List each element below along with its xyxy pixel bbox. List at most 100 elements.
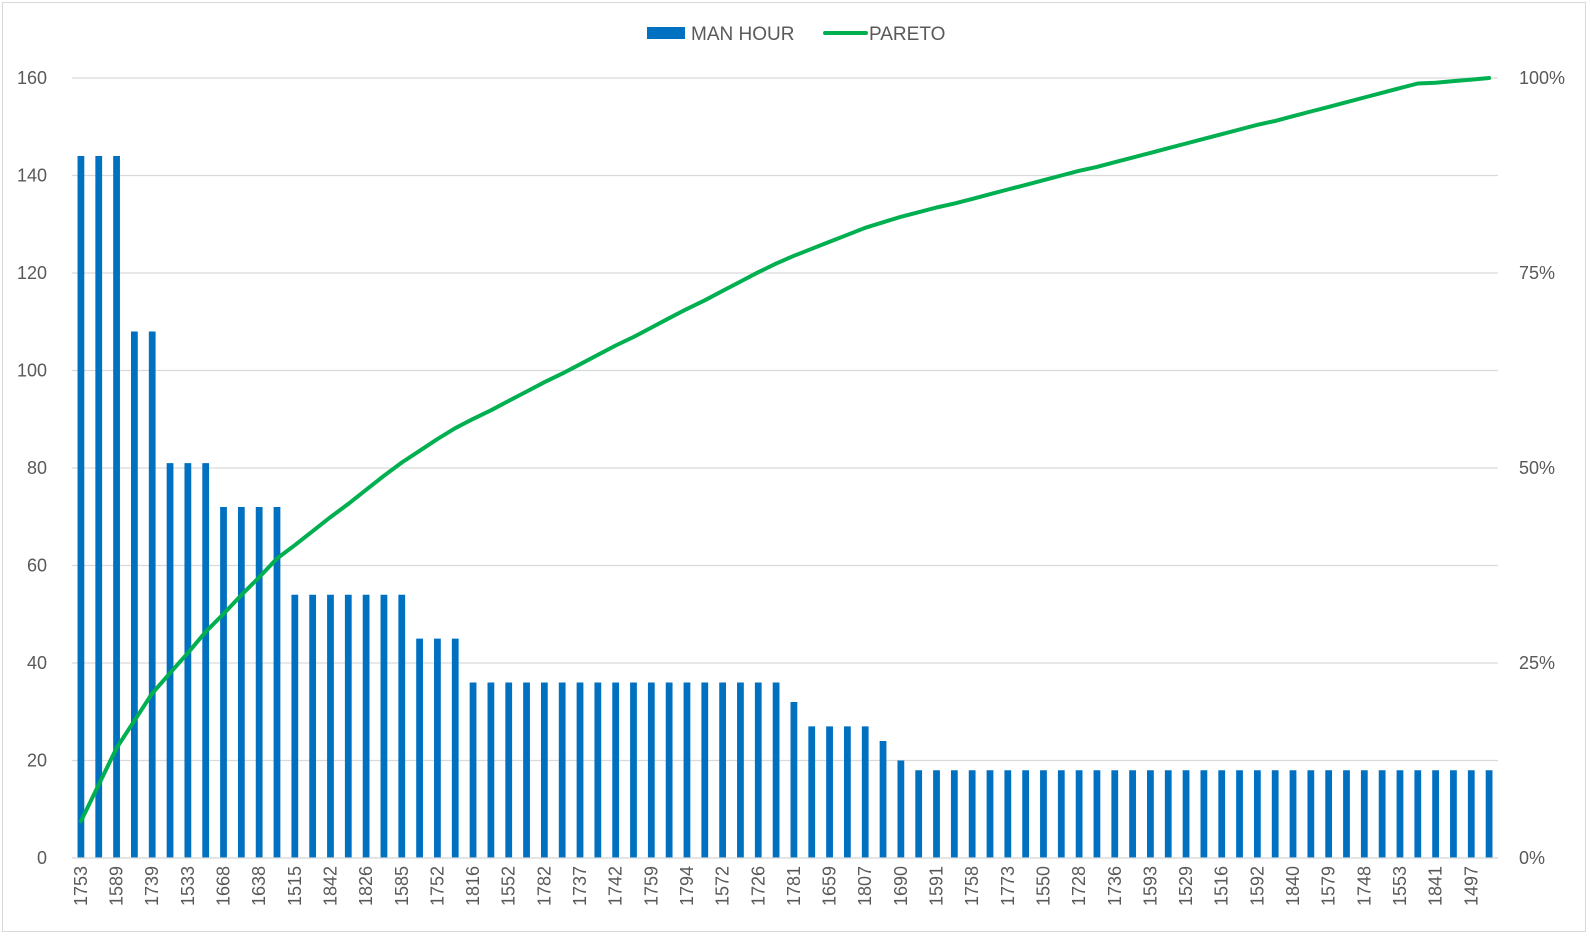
x-tick-label: 1533 bbox=[178, 866, 198, 906]
x-axis: 1753 1589 1739 1533 1668 1638 1515 1842 1826 1585… bbox=[71, 857, 1498, 906]
bar bbox=[897, 760, 905, 858]
x-tick-label: 1840 bbox=[1283, 866, 1303, 906]
bar bbox=[1378, 770, 1386, 858]
x-tick-label: 1739 bbox=[142, 866, 162, 906]
bar bbox=[844, 726, 851, 858]
bar bbox=[719, 682, 726, 858]
x-tick-label: 1515 bbox=[285, 866, 305, 906]
y-tick-label: 60 bbox=[27, 556, 47, 576]
bar bbox=[1485, 770, 1493, 858]
bar bbox=[469, 682, 477, 858]
x-tick-label: 1593 bbox=[1140, 866, 1160, 906]
bar bbox=[1022, 770, 1030, 858]
secondary-y-axis: 0% 25% 50% 75% 100% bbox=[1519, 68, 1565, 868]
bar bbox=[1307, 770, 1315, 858]
bar bbox=[950, 770, 958, 858]
bar bbox=[416, 638, 423, 858]
x-tick-label: 1782 bbox=[534, 866, 554, 906]
bar bbox=[95, 156, 103, 858]
x-tick-label: 1585 bbox=[392, 866, 412, 906]
bar bbox=[737, 682, 744, 858]
bar bbox=[772, 682, 780, 858]
x-tick-label: 1668 bbox=[214, 866, 234, 906]
y-tick-label: 40 bbox=[27, 653, 47, 673]
bar bbox=[166, 463, 174, 858]
bar bbox=[1111, 770, 1119, 858]
x-tick-label: 1550 bbox=[1033, 866, 1053, 906]
x-tick-label: 1497 bbox=[1461, 866, 1481, 906]
x-tick-label: 1589 bbox=[107, 866, 127, 906]
x-tick-label: 1742 bbox=[606, 866, 626, 906]
legend: MAN HOUR PARETO bbox=[647, 24, 945, 45]
bar bbox=[327, 594, 334, 858]
pareto-line-series bbox=[78, 76, 1492, 824]
bar bbox=[1271, 770, 1279, 858]
legend-label-man-hour: MAN HOUR bbox=[691, 24, 794, 45]
bar bbox=[362, 594, 370, 858]
x-tick-label: 1758 bbox=[962, 866, 982, 906]
bar bbox=[1147, 770, 1154, 858]
x-tick-label: 1773 bbox=[998, 866, 1018, 906]
x-tick-label: 1807 bbox=[855, 866, 875, 906]
bar bbox=[1057, 770, 1065, 858]
x-tick-label: 1572 bbox=[713, 866, 733, 906]
bar bbox=[184, 463, 192, 858]
bar bbox=[826, 726, 833, 858]
bar bbox=[558, 682, 566, 858]
gridlines bbox=[72, 77, 1498, 859]
bar bbox=[1075, 770, 1083, 858]
x-tick-label: 1794 bbox=[677, 866, 697, 906]
x-tick-label: 1579 bbox=[1319, 866, 1339, 906]
bar bbox=[968, 770, 976, 858]
primary-y-axis: 0 20 40 60 80 100 120 140 160 bbox=[17, 68, 47, 868]
x-tick-label: 1516 bbox=[1212, 866, 1232, 906]
bar bbox=[915, 770, 923, 858]
bar bbox=[1236, 770, 1243, 858]
bar bbox=[1040, 770, 1047, 858]
y2-tick-label: 100% bbox=[1519, 68, 1565, 88]
bar bbox=[1218, 770, 1226, 858]
y-tick-label: 140 bbox=[17, 166, 47, 186]
bar bbox=[701, 682, 709, 858]
legend-label-pareto: PARETO bbox=[869, 24, 945, 45]
bar bbox=[220, 507, 227, 858]
x-tick-label: 1659 bbox=[820, 866, 840, 906]
bar bbox=[594, 682, 602, 858]
bar bbox=[683, 682, 691, 858]
pareto-line bbox=[78, 76, 1492, 824]
x-tick-label: 1529 bbox=[1176, 866, 1196, 906]
bar bbox=[1432, 770, 1439, 858]
bar bbox=[986, 770, 994, 858]
y2-tick-label: 0% bbox=[1519, 848, 1545, 868]
bar bbox=[1004, 770, 1012, 858]
x-tick-label: 1553 bbox=[1390, 866, 1410, 906]
bar bbox=[291, 594, 299, 858]
x-tick-label: 1592 bbox=[1247, 866, 1267, 906]
bar bbox=[434, 638, 441, 858]
x-tick-label: 1726 bbox=[748, 866, 768, 906]
y-tick-label: 80 bbox=[27, 458, 47, 478]
x-tick-label: 1591 bbox=[927, 866, 947, 906]
bar bbox=[808, 726, 816, 858]
bar bbox=[790, 702, 798, 858]
x-tick-label: 1752 bbox=[427, 866, 447, 906]
bar bbox=[647, 682, 655, 858]
bar bbox=[1200, 770, 1208, 858]
bar bbox=[202, 463, 210, 858]
bar bbox=[1129, 770, 1136, 858]
x-tick-label: 1781 bbox=[784, 866, 804, 906]
bar bbox=[380, 594, 388, 858]
bar bbox=[1414, 770, 1422, 858]
bar bbox=[1164, 770, 1172, 858]
bar bbox=[255, 507, 263, 858]
x-tick-label: 1826 bbox=[356, 866, 376, 906]
x-tick-label: 1842 bbox=[320, 866, 340, 906]
x-tick-label: 1552 bbox=[499, 866, 519, 906]
bar bbox=[879, 741, 887, 858]
y2-tick-label: 50% bbox=[1519, 458, 1555, 478]
bar bbox=[523, 682, 530, 858]
x-tick-label: 1748 bbox=[1354, 866, 1374, 906]
x-tick-label: 1736 bbox=[1105, 866, 1125, 906]
bar bbox=[1093, 770, 1101, 858]
